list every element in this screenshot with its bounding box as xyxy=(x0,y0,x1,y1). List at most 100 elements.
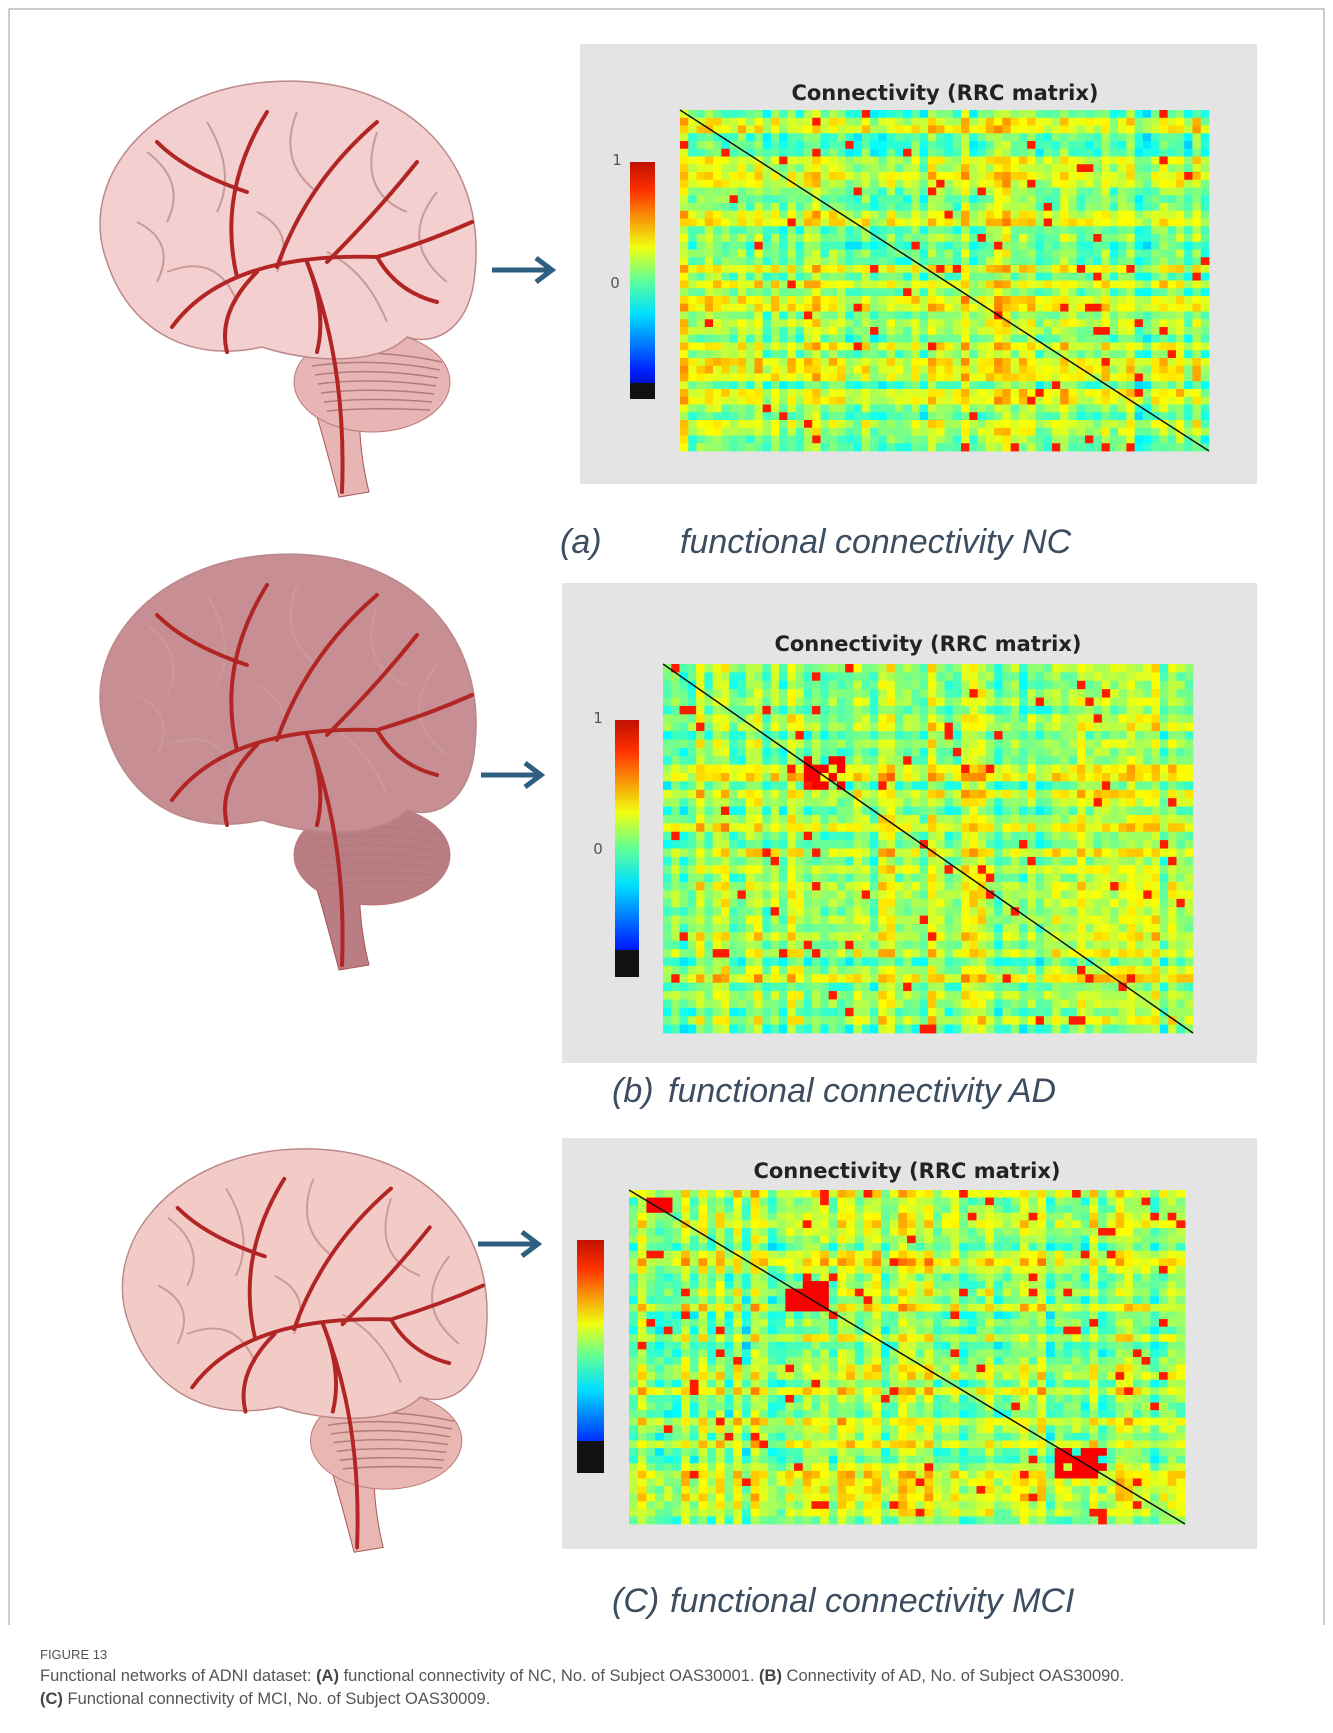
matrix-cell xyxy=(854,304,863,312)
matrix-cell xyxy=(887,358,896,366)
matrix-cell xyxy=(787,412,796,420)
matrix-cell xyxy=(1027,420,1036,428)
matrix-cell xyxy=(771,731,780,740)
matrix-cell xyxy=(663,890,672,899)
matrix-cell xyxy=(1192,405,1201,413)
matrix-cell xyxy=(738,133,747,141)
matrix-cell xyxy=(754,397,763,405)
matrix-cell xyxy=(994,180,1003,188)
matrix-cell xyxy=(804,723,813,732)
matrix-cell xyxy=(936,110,945,118)
matrix-cell xyxy=(1152,790,1161,799)
matrix-cell xyxy=(829,327,838,335)
matrix-cell xyxy=(1143,203,1152,211)
matrix-cell xyxy=(1126,358,1135,366)
matrix-cell xyxy=(870,397,879,405)
matrix-cell xyxy=(961,916,970,925)
matrix-cell xyxy=(1160,664,1169,673)
matrix-cell xyxy=(1185,798,1194,807)
matrix-cell xyxy=(1110,195,1119,203)
matrix-cell xyxy=(961,756,970,765)
matrix-cell xyxy=(1027,840,1036,849)
matrix-cell xyxy=(804,358,813,366)
matrix-cell xyxy=(829,857,838,866)
matrix-cell xyxy=(754,250,763,258)
matrix-cell xyxy=(680,916,689,925)
matrix-cell xyxy=(1044,141,1053,149)
matrix-cell xyxy=(936,689,945,698)
matrix-cell xyxy=(862,265,871,273)
matrix-cell xyxy=(746,226,755,234)
matrix-cell xyxy=(771,350,780,358)
matrix-cell xyxy=(862,335,871,343)
matrix-cell xyxy=(986,242,995,250)
matrix-cell xyxy=(688,288,697,296)
matrix-cell xyxy=(928,781,937,790)
matrix-cell xyxy=(1160,706,1169,715)
matrix-cell xyxy=(854,420,863,428)
matrix-cell xyxy=(911,405,920,413)
matrix-cell xyxy=(903,798,912,807)
matrix-cell xyxy=(1085,443,1094,451)
matrix-cell xyxy=(713,807,722,816)
matrix-cell xyxy=(845,907,854,916)
matrix-cell xyxy=(928,141,937,149)
matrix-cell xyxy=(1069,739,1078,748)
matrix-cell xyxy=(911,126,920,134)
matrix-cell xyxy=(994,265,1003,273)
matrix-cell xyxy=(953,149,962,157)
matrix-cell xyxy=(887,141,896,149)
matrix-cell xyxy=(1036,731,1045,740)
matrix-cell xyxy=(762,916,771,925)
matrix-cell xyxy=(920,118,929,126)
matrix-cell xyxy=(978,420,987,428)
matrix-cell xyxy=(969,211,978,219)
matrix-cell xyxy=(779,219,788,227)
matrix-cell xyxy=(878,312,887,320)
matrix-cell xyxy=(762,798,771,807)
matrix-cell xyxy=(779,420,788,428)
matrix-cell xyxy=(663,765,672,774)
matrix-cell xyxy=(829,899,838,908)
matrix-cell xyxy=(870,180,879,188)
matrix-cell xyxy=(854,180,863,188)
matrix-cell xyxy=(953,882,962,891)
matrix-cell xyxy=(920,781,929,790)
matrix-cell xyxy=(1143,723,1152,732)
matrix-cell xyxy=(953,335,962,343)
matrix-cell xyxy=(1003,731,1012,740)
matrix-cell xyxy=(1135,389,1144,397)
matrix-cell xyxy=(820,857,829,866)
matrix-cell xyxy=(870,907,879,916)
matrix-cell xyxy=(895,281,904,289)
matrix-cell xyxy=(1126,141,1135,149)
matrix-cell xyxy=(887,203,896,211)
matrix-cell xyxy=(845,273,854,281)
matrix-cell xyxy=(945,907,954,916)
matrix-cell xyxy=(1176,195,1185,203)
matrix-cell xyxy=(730,420,739,428)
matrix-cell xyxy=(1118,798,1127,807)
matrix-cell xyxy=(1168,405,1177,413)
matrix-cell xyxy=(1135,689,1144,698)
matrix-cell xyxy=(804,149,813,157)
matrix-cell xyxy=(721,350,730,358)
matrix-cell xyxy=(1044,288,1053,296)
matrix-cell xyxy=(697,304,706,312)
matrix-cell xyxy=(903,203,912,211)
matrix-cell xyxy=(1061,773,1070,782)
matrix-cell xyxy=(1159,118,1168,126)
matrix-cell xyxy=(1184,172,1193,180)
matrix-cell xyxy=(986,823,995,832)
matrix-cell xyxy=(762,865,771,874)
matrix-cell xyxy=(1003,807,1012,816)
matrix-cell xyxy=(845,815,854,824)
matrix-cell xyxy=(1143,343,1152,351)
matrix-cell xyxy=(1085,381,1094,389)
matrix-cell xyxy=(1102,672,1111,681)
matrix-cell xyxy=(1176,773,1185,782)
matrix-cell xyxy=(1052,443,1061,451)
matrix-cell xyxy=(1093,366,1102,374)
matrix-cell xyxy=(1201,257,1210,265)
matrix-cell xyxy=(1044,164,1053,172)
